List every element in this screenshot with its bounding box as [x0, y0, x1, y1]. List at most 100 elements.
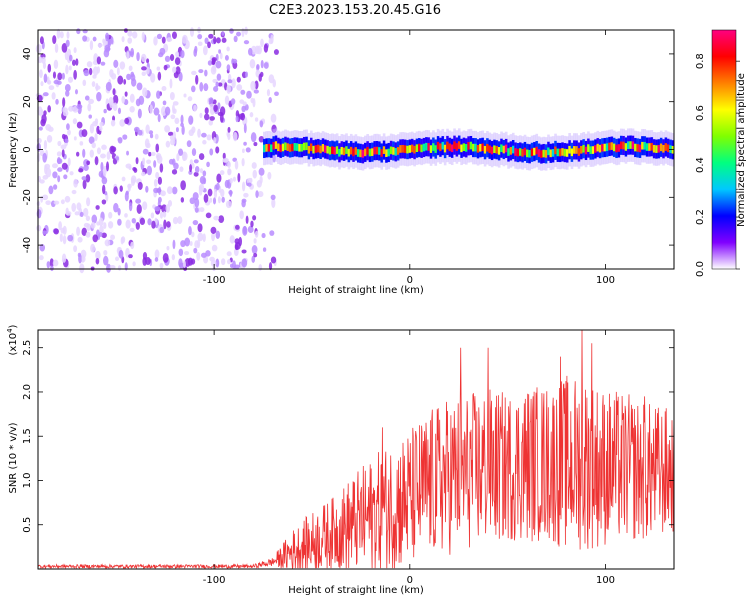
- noise-speck: [155, 152, 162, 160]
- signal-core: [540, 150, 543, 158]
- noise-speck: [43, 110, 47, 116]
- noise-speck: [227, 161, 231, 169]
- noise-speck: [172, 66, 177, 74]
- noise-speck: [270, 194, 276, 200]
- noise-speck: [36, 142, 41, 152]
- noise-speck: [172, 131, 177, 141]
- signal-core: [561, 148, 564, 156]
- signal-core: [591, 146, 595, 154]
- signal-core: [324, 145, 327, 153]
- signal-core: [460, 144, 463, 153]
- colorbar-label: Normalized spectral amplitude: [736, 73, 747, 227]
- noise-speck: [177, 216, 183, 225]
- noise-speck: [147, 218, 152, 226]
- noise-speck: [124, 117, 130, 125]
- snr-scale-label: (x104): [6, 324, 19, 355]
- signal-core: [666, 144, 670, 153]
- noise-speck: [64, 138, 69, 144]
- signal-core: [495, 145, 499, 154]
- noise-speck: [229, 177, 233, 184]
- noise-speck: [98, 231, 103, 238]
- signal-core: [349, 146, 353, 155]
- noise-speck: [124, 213, 128, 218]
- noise-speck: [60, 144, 67, 150]
- noise-speck: [54, 43, 59, 54]
- noise-speck: [53, 200, 60, 205]
- signal-core: [490, 146, 494, 155]
- noise-speck: [268, 74, 275, 84]
- signal-core: [486, 143, 489, 152]
- noise-speck: [156, 66, 161, 71]
- noise-speck: [169, 54, 175, 62]
- signal-core: [331, 146, 334, 154]
- noise-speck: [166, 245, 170, 251]
- noise-speck: [52, 259, 59, 267]
- noise-speck: [129, 93, 135, 103]
- noise-speck: [243, 141, 247, 146]
- noise-speck: [135, 98, 141, 107]
- noise-speck: [130, 175, 137, 184]
- noise-speck: [207, 60, 213, 66]
- noise-speck: [88, 67, 93, 76]
- noise-speck: [250, 220, 254, 228]
- noise-speck: [52, 163, 58, 169]
- noise-speck: [136, 204, 142, 214]
- noise-speck: [203, 177, 207, 185]
- noise-speck: [57, 72, 63, 81]
- spectrogram-ticks: -100 0 100 -40 -20 0 20 40: [22, 30, 674, 286]
- noise-speck: [194, 240, 199, 249]
- noise-speck: [37, 106, 43, 116]
- signal-core: [420, 144, 423, 153]
- noise-speck: [157, 113, 161, 123]
- noise-speck: [158, 52, 164, 58]
- signal-core: [533, 147, 536, 156]
- noise-speck: [113, 186, 118, 195]
- signal-core: [549, 149, 553, 158]
- noise-speck: [216, 73, 222, 81]
- signal-core: [563, 148, 567, 157]
- noise-speck: [117, 218, 122, 226]
- noise-speck: [148, 130, 154, 135]
- signal-core: [580, 145, 583, 154]
- signal-core: [272, 141, 276, 150]
- noise-speck: [169, 135, 174, 140]
- noise-speck: [100, 61, 106, 66]
- noise-speck: [224, 95, 230, 106]
- noise-speck: [224, 55, 229, 61]
- noise-speck: [96, 56, 101, 65]
- noise-speck: [187, 257, 193, 266]
- noise-speck: [154, 133, 159, 140]
- noise-speck: [66, 123, 70, 131]
- noise-speck: [166, 186, 173, 195]
- noise-speck: [125, 190, 129, 196]
- x-tick-label: 0: [407, 275, 413, 286]
- noise-speck: [72, 118, 78, 125]
- noise-speck: [197, 128, 201, 138]
- signal-core: [385, 149, 388, 158]
- noise-speck: [217, 82, 223, 87]
- signal-core: [378, 147, 381, 155]
- noise-speck: [73, 47, 77, 54]
- noise-speck: [188, 225, 192, 236]
- noise-speck: [258, 167, 265, 176]
- noise-speck: [202, 139, 207, 145]
- noise-speck: [86, 160, 91, 166]
- noise-speck: [91, 142, 96, 149]
- signal-core: [514, 148, 517, 156]
- signal-core: [286, 143, 290, 151]
- noise-speck: [246, 90, 252, 99]
- noise-speck: [119, 61, 126, 70]
- noise-speck: [39, 179, 45, 184]
- noise-speck: [175, 51, 180, 58]
- noise-speck: [73, 178, 78, 188]
- signal-core: [432, 143, 435, 151]
- signal-core: [584, 146, 588, 155]
- noise-speck: [191, 231, 195, 238]
- noise-speck: [165, 204, 171, 213]
- noise-speck: [197, 232, 204, 242]
- noise-speck: [117, 137, 123, 144]
- noise-speck: [181, 34, 188, 44]
- noise-speck: [76, 121, 83, 129]
- noise-speck: [263, 43, 269, 53]
- noise-speck: [73, 69, 77, 80]
